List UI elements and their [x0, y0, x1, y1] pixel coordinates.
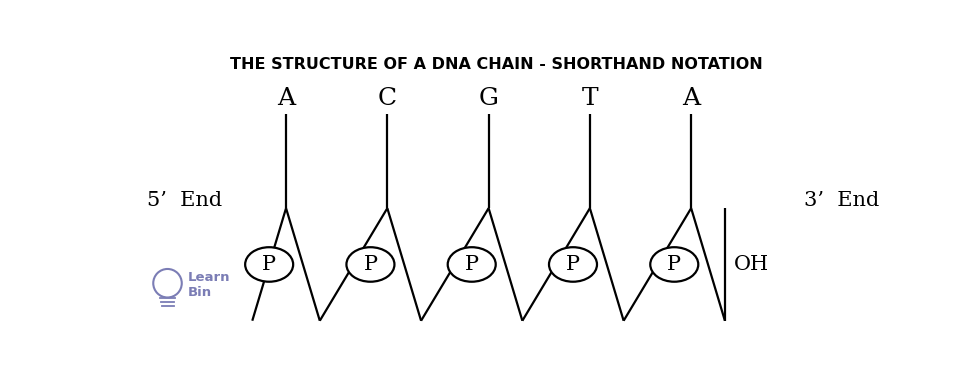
Text: A: A — [682, 87, 700, 110]
Text: P: P — [566, 255, 580, 274]
Ellipse shape — [650, 247, 698, 282]
Ellipse shape — [347, 247, 394, 282]
Ellipse shape — [245, 247, 293, 282]
Text: G: G — [478, 87, 499, 110]
Text: 3’  End: 3’ End — [803, 191, 879, 210]
Ellipse shape — [448, 247, 496, 282]
Ellipse shape — [549, 247, 597, 282]
Text: P: P — [667, 255, 681, 274]
Text: THE STRUCTURE OF A DNA CHAIN - SHORTHAND NOTATION: THE STRUCTURE OF A DNA CHAIN - SHORTHAND… — [229, 57, 763, 72]
Text: P: P — [465, 255, 479, 274]
Text: P: P — [262, 255, 276, 274]
Text: A: A — [277, 87, 295, 110]
Text: OH: OH — [734, 255, 769, 274]
Text: Bin: Bin — [188, 286, 212, 299]
Text: 5’  End: 5’ End — [147, 191, 223, 210]
Text: Learn: Learn — [188, 271, 230, 284]
Text: P: P — [363, 255, 378, 274]
Text: T: T — [582, 87, 598, 110]
Text: C: C — [378, 87, 397, 110]
